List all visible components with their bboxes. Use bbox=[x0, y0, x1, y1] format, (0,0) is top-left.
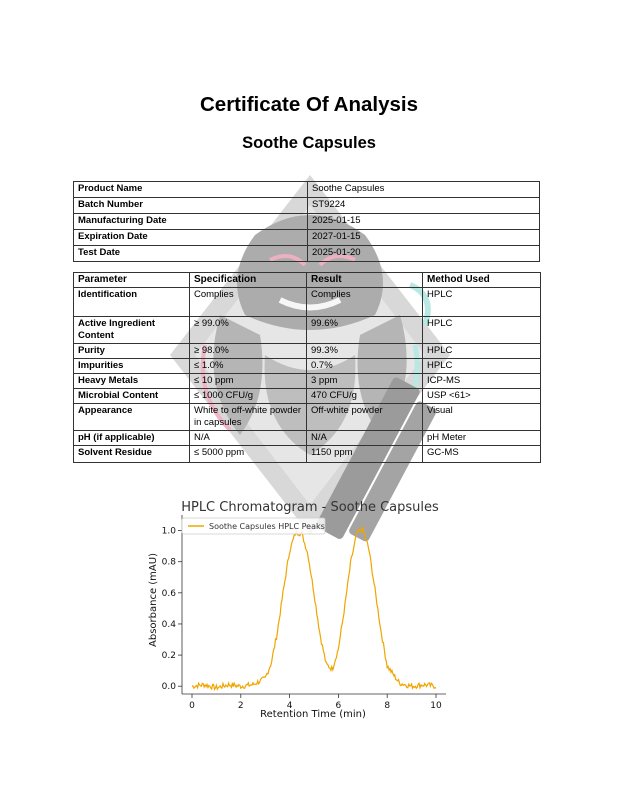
result-cell: Off-white powder bbox=[306, 403, 423, 431]
page-title: Certificate Of Analysis bbox=[200, 93, 418, 116]
table-row: Appearance White to off-white powder in … bbox=[73, 403, 541, 431]
spec-cell: ≥ 98.0% bbox=[189, 343, 307, 359]
chart-title: HPLC Chromatogram - Soothe Capsules bbox=[181, 500, 439, 515]
legend-label: Soothe Capsules HPLC Peaks bbox=[209, 522, 325, 531]
y-tick-label: 0.6 bbox=[162, 589, 177, 599]
parameter-cell: Active Ingredient Content bbox=[73, 316, 190, 344]
spec-cell: Complies bbox=[189, 287, 307, 317]
hplc-chromatogram-chart: HPLC Chromatogram - Soothe Capsules 0 2 4 6… bbox=[148, 500, 446, 720]
y-axis-ticks: 0.0 0.2 0.4 0.6 0.8 1.0 bbox=[162, 527, 182, 692]
method-cell: pH Meter bbox=[422, 430, 541, 446]
result-cell: 0.7% bbox=[306, 358, 423, 374]
x-tick-label: 6 bbox=[336, 701, 342, 711]
y-tick-label: 0.4 bbox=[162, 620, 177, 630]
method-cell: HPLC bbox=[422, 358, 541, 374]
spec-cell: ≤ 5000 ppm bbox=[189, 445, 307, 463]
table-row: Identification Complies Complies HPLC bbox=[73, 287, 541, 317]
info-row: Batch Number ST9224 bbox=[73, 197, 540, 214]
y-tick-label: 0.8 bbox=[162, 558, 177, 568]
method-cell: USP <61> bbox=[422, 388, 541, 404]
info-value: 2025-01-20 bbox=[307, 245, 540, 262]
info-label: Product Name bbox=[73, 181, 308, 198]
y-tick-label: 1.0 bbox=[162, 527, 177, 537]
table-row: Microbial Content ≤ 1000 CFU/g 470 CFU/g… bbox=[73, 388, 541, 404]
info-label: Expiration Date bbox=[73, 229, 308, 246]
result-cell: 3 ppm bbox=[306, 373, 423, 389]
parameter-cell: Microbial Content bbox=[73, 388, 190, 404]
parameter-cell: Heavy Metals bbox=[73, 373, 190, 389]
method-cell: HPLC bbox=[422, 343, 541, 359]
result-cell: N/A bbox=[306, 430, 423, 446]
table-row: Impurities ≤ 1.0% 0.7% HPLC bbox=[73, 358, 541, 374]
spec-cell: ≤ 10 ppm bbox=[189, 373, 307, 389]
x-tick-label: 10 bbox=[430, 701, 442, 711]
result-cell: 1150 ppm bbox=[306, 445, 423, 463]
y-tick-label: 0.2 bbox=[162, 651, 176, 661]
info-row: Test Date 2025-01-20 bbox=[73, 245, 540, 262]
series-line bbox=[191, 526, 437, 692]
result-cell: Complies bbox=[306, 287, 423, 317]
spec-cell: N/A bbox=[189, 430, 307, 446]
info-value: 2027-01-15 bbox=[307, 229, 540, 246]
result-cell: 470 CFU/g bbox=[306, 388, 423, 404]
header-specification: Specification bbox=[189, 272, 307, 288]
method-cell: Visual bbox=[422, 403, 541, 431]
result-cell: 99.3% bbox=[306, 343, 423, 359]
x-axis-label: Retention Time (min) bbox=[260, 709, 366, 720]
y-axis-label: Absorbance (mAU) bbox=[148, 553, 159, 647]
info-value: ST9224 bbox=[307, 197, 540, 214]
header-parameter: Parameter bbox=[73, 272, 190, 288]
x-axis-ticks: 0 2 4 6 8 10 bbox=[189, 694, 442, 711]
spec-cell: ≤ 1000 CFU/g bbox=[189, 388, 307, 404]
test-results-table: Parameter Specification Result Method Us… bbox=[73, 272, 541, 463]
table-row: Solvent Residue ≤ 5000 ppm 1150 ppm GC-M… bbox=[73, 445, 541, 463]
product-subtitle: Soothe Capsules bbox=[242, 134, 376, 152]
legend-box bbox=[181, 517, 326, 535]
x-tick-label: 4 bbox=[287, 701, 293, 711]
info-row: Product Name Soothe Capsules bbox=[73, 181, 540, 198]
x-tick-label: 8 bbox=[384, 701, 390, 711]
table-row: Active Ingredient Content ≥ 99.0% 99.6% … bbox=[73, 316, 541, 344]
spec-cell: ≤ 1.0% bbox=[189, 358, 307, 374]
parameter-cell: Solvent Residue bbox=[73, 445, 190, 463]
chart-axes bbox=[181, 515, 446, 695]
table-row: pH (if applicable) N/A N/A pH Meter bbox=[73, 430, 541, 446]
parameter-cell: pH (if applicable) bbox=[73, 430, 190, 446]
spec-cell: ≥ 99.0% bbox=[189, 316, 307, 344]
table-header-row: Parameter Specification Result Method Us… bbox=[73, 272, 541, 288]
method-cell: HPLC bbox=[422, 287, 541, 317]
parameter-cell: Impurities bbox=[73, 358, 190, 374]
spec-cell: White to off-white powder in capsules bbox=[189, 403, 307, 431]
header-method: Method Used bbox=[422, 272, 541, 288]
info-row: Expiration Date 2027-01-15 bbox=[73, 229, 540, 246]
header-result: Result bbox=[306, 272, 423, 288]
info-value: 2025-01-15 bbox=[307, 213, 540, 230]
info-label: Batch Number bbox=[73, 197, 308, 214]
y-tick-label: 0.0 bbox=[162, 682, 177, 692]
info-label: Test Date bbox=[73, 245, 308, 262]
x-tick-label: 0 bbox=[189, 701, 195, 711]
method-cell: HPLC bbox=[422, 316, 541, 344]
method-cell: GC-MS bbox=[422, 445, 541, 463]
table-row: Purity ≥ 98.0% 99.3% HPLC bbox=[73, 343, 541, 359]
result-cell: 99.6% bbox=[306, 316, 423, 344]
info-label: Manufacturing Date bbox=[73, 213, 308, 230]
parameter-cell: Appearance bbox=[73, 403, 190, 431]
parameter-cell: Purity bbox=[73, 343, 190, 359]
method-cell: ICP-MS bbox=[422, 373, 541, 389]
info-row: Manufacturing Date 2025-01-15 bbox=[73, 213, 540, 230]
table-row: Heavy Metals ≤ 10 ppm 3 ppm ICP-MS bbox=[73, 373, 541, 389]
x-tick-label: 2 bbox=[238, 701, 244, 711]
product-info-table: Product Name Soothe Capsules Batch Numbe… bbox=[73, 181, 540, 262]
parameter-cell: Identification bbox=[73, 287, 190, 317]
info-value: Soothe Capsules bbox=[307, 181, 540, 198]
chart-legend: Soothe Capsules HPLC Peaks bbox=[181, 517, 326, 535]
